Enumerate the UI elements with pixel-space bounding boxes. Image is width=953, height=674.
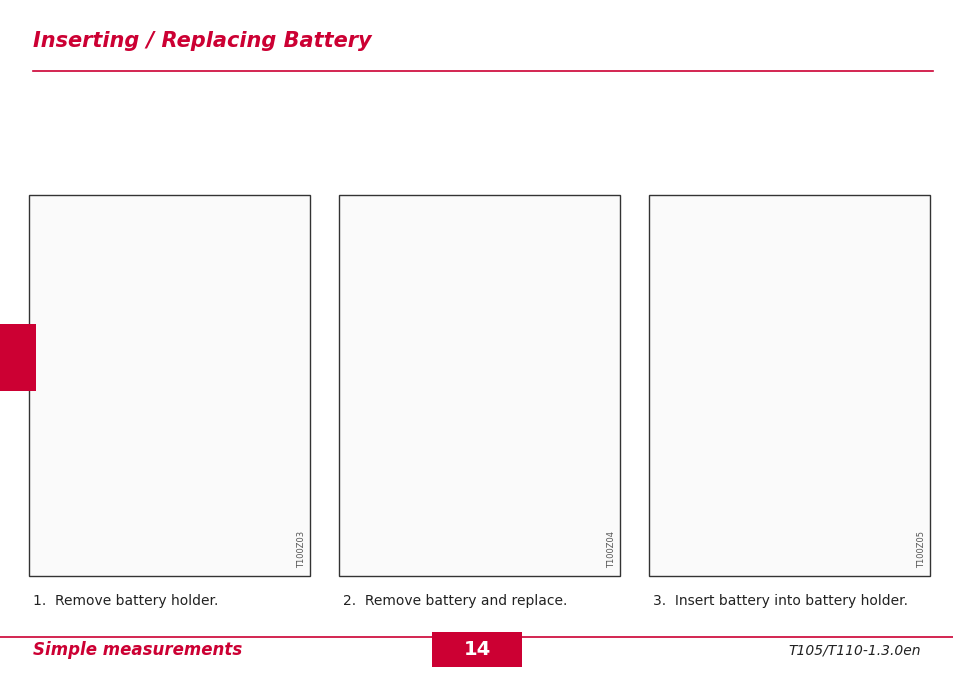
Bar [432, 632, 521, 667]
Bar [29, 195, 310, 576]
Text: T105/T110-1.3.0en: T105/T110-1.3.0en [787, 644, 920, 657]
Text: 2.  Remove battery and replace.: 2. Remove battery and replace. [343, 594, 567, 609]
Text: Inserting / Replacing Battery: Inserting / Replacing Battery [33, 30, 372, 51]
Text: T100Z05: T100Z05 [917, 531, 925, 568]
Text: 1.  Remove battery holder.: 1. Remove battery holder. [33, 594, 218, 609]
Bar [0, 324, 36, 391]
Text: Simple measurements: Simple measurements [33, 642, 242, 659]
Text: T100Z04: T100Z04 [607, 531, 616, 568]
Bar [648, 195, 929, 576]
Bar [338, 195, 619, 576]
Text: 3.  Insert battery into battery holder.: 3. Insert battery into battery holder. [653, 594, 907, 609]
Text: T100Z03: T100Z03 [297, 531, 306, 568]
Text: 14: 14 [463, 640, 490, 659]
